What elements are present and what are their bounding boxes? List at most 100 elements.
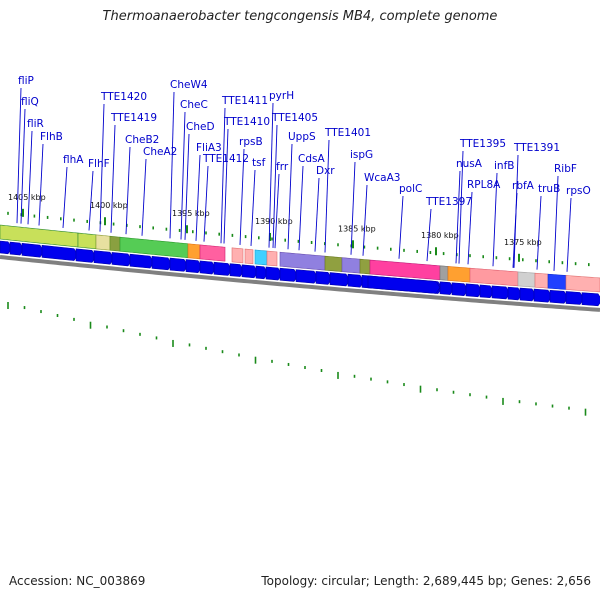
gene-arrow[interactable] <box>465 283 483 298</box>
gene-arrow[interactable] <box>169 257 189 272</box>
gene-leader-line <box>455 170 461 264</box>
gene-arrow[interactable] <box>93 250 115 265</box>
gene-label[interactable]: CheA2 <box>143 146 177 158</box>
gene-label[interactable]: TTE1397 <box>425 196 472 208</box>
ruler-label: 1375 kbp <box>504 238 542 247</box>
gene-label[interactable]: CheD <box>186 121 215 133</box>
gene-label[interactable]: TTE1410 <box>223 116 270 128</box>
gene-leader-line <box>169 91 175 239</box>
gene-label[interactable]: TTE1420 <box>100 91 147 103</box>
function-segment <box>199 244 226 262</box>
gene-arrow[interactable] <box>581 292 600 307</box>
gene-leader-line <box>458 150 464 264</box>
gene-label[interactable]: flhA <box>63 154 84 166</box>
function-segment <box>447 266 471 283</box>
gene-leader-line <box>512 192 518 268</box>
gene-leader-line <box>250 169 256 246</box>
ruler-label: 1385 kbp <box>338 224 376 233</box>
gene-label[interactable]: infB <box>494 160 514 172</box>
gene-arrow[interactable] <box>265 266 283 281</box>
gene-label[interactable]: CheB2 <box>125 134 159 146</box>
gene-label[interactable]: TTE1401 <box>324 127 371 139</box>
gene-leader-line <box>27 130 33 225</box>
gene-leader-line <box>184 133 190 240</box>
gene-arrow[interactable] <box>565 291 585 305</box>
gene-leader-line <box>362 184 368 256</box>
gene-arrow[interactable] <box>21 242 45 258</box>
gene-arrow[interactable] <box>533 288 553 303</box>
gene-arrow[interactable] <box>241 264 259 279</box>
function-segment <box>341 257 361 274</box>
gene-arrow-polc[interactable] <box>367 275 441 294</box>
gene-arrow[interactable] <box>329 272 351 287</box>
gene-label[interactable]: CdsA <box>298 153 325 165</box>
gene-arrow[interactable] <box>519 287 537 302</box>
gene-label[interactable]: CheW4 <box>170 79 208 91</box>
gene-label[interactable]: RibF <box>554 163 577 175</box>
gene-label[interactable]: nusA <box>456 158 483 170</box>
backbone-ring <box>0 255 600 312</box>
function-segment <box>244 248 254 265</box>
gene-label[interactable]: fliQ <box>21 96 39 108</box>
gene-arrow[interactable] <box>491 285 511 300</box>
map-title: Thermoanaerobacter tengcongensis MB4, co… <box>102 9 498 24</box>
gene-arrow[interactable] <box>151 255 173 271</box>
gene-label[interactable]: polC <box>399 183 422 195</box>
gene-arrow[interactable] <box>451 282 469 297</box>
gene-label[interactable]: fliP <box>18 75 34 87</box>
gene-label[interactable]: rpsO <box>566 185 591 197</box>
function-segment <box>187 243 201 260</box>
gene-label[interactable]: frr <box>276 161 289 173</box>
gene-arrow[interactable] <box>129 253 155 269</box>
ruler-label: 1380 kbp <box>421 231 459 240</box>
gene-label[interactable]: TTE1419 <box>110 112 157 124</box>
gene-label[interactable]: rbfA <box>512 180 535 192</box>
gene-arrow[interactable] <box>41 245 79 261</box>
gene-leader-line <box>195 154 201 241</box>
gene-leader-line <box>20 108 26 224</box>
gene-arrow[interactable] <box>111 252 133 267</box>
gene-label[interactable]: TTE1395 <box>459 138 506 150</box>
function-color-track <box>0 224 600 293</box>
gene-leader-line <box>38 143 44 226</box>
gene-label[interactable]: TTE1411 <box>221 95 268 107</box>
gene-arrow[interactable] <box>347 273 365 288</box>
gene-arrow[interactable] <box>75 248 97 263</box>
backbone-line <box>0 255 600 312</box>
gene-arrow[interactable] <box>185 259 203 274</box>
function-segment <box>95 234 111 251</box>
gene-label[interactable]: TTE1391 <box>513 142 560 154</box>
gene-label[interactable]: TTE1405 <box>271 112 318 124</box>
function-segment <box>254 249 268 266</box>
gene-label[interactable]: pyrH <box>269 90 294 102</box>
gene-arrow[interactable] <box>549 289 569 304</box>
function-segment <box>469 267 519 287</box>
gene-arrow[interactable] <box>315 271 333 285</box>
gene-label[interactable]: truB <box>538 183 560 195</box>
gene-label[interactable]: TTE1412 <box>202 153 249 165</box>
ruler-label: 1405 kbp <box>8 193 46 202</box>
gene-label[interactable]: rpsB <box>239 136 263 148</box>
gene-leader-line <box>314 177 320 252</box>
gene-arrow[interactable] <box>199 260 217 275</box>
gene-label[interactable]: UppS <box>288 131 316 143</box>
gene-leader-line <box>272 124 278 248</box>
gene-leader-line <box>239 148 245 245</box>
gene-arrow[interactable] <box>213 261 233 276</box>
function-segment <box>359 258 371 275</box>
gene-label[interactable]: FliA3 <box>196 142 222 154</box>
gene-label[interactable]: FlhB <box>40 131 63 143</box>
gene-arrow[interactable] <box>279 267 299 282</box>
gene-label[interactable]: CheC <box>180 99 208 111</box>
gene-label[interactable]: ispG <box>350 149 373 161</box>
gene-label[interactable]: fliR <box>27 118 44 130</box>
gene-label[interactable]: WcaA3 <box>364 172 400 184</box>
gene-leader-line <box>268 102 274 248</box>
gene-label[interactable]: Dxr <box>316 165 335 177</box>
gene-arrow[interactable] <box>295 269 319 284</box>
function-segment <box>565 275 600 293</box>
gene-label[interactable]: tsf <box>252 157 266 169</box>
gene-label[interactable]: RPL8A <box>467 179 501 191</box>
gene-label[interactable]: FlhF <box>88 158 110 170</box>
